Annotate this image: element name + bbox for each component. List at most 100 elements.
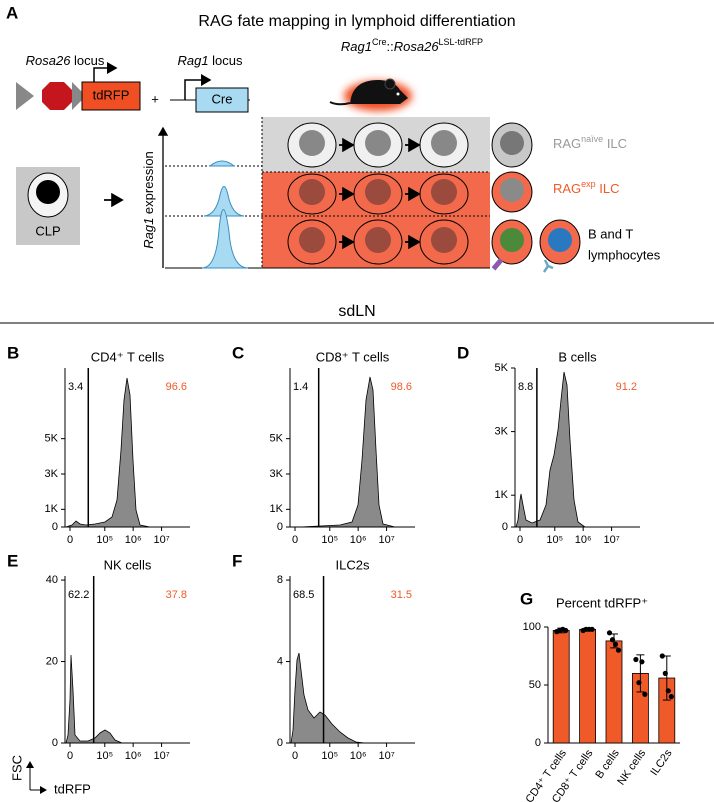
x-tick-label: 10⁷ bbox=[378, 534, 394, 546]
data-point bbox=[633, 656, 639, 663]
data-point bbox=[662, 670, 668, 677]
x-tick-label: 10⁶ bbox=[350, 750, 367, 762]
data-point bbox=[642, 691, 648, 697]
mouse-icon bbox=[329, 78, 412, 111]
y-tick-label: 50 bbox=[529, 679, 541, 691]
y-tick-label: 1K bbox=[45, 503, 59, 515]
y-tick-label: 5K bbox=[45, 433, 59, 445]
lymphocytes-label: B and T bbox=[588, 226, 633, 241]
y-tick-label: 0 bbox=[277, 521, 283, 533]
panel-title: RAG fate mapping in lymphoid differentia… bbox=[198, 13, 515, 30]
data-point bbox=[668, 694, 674, 700]
sup: naïve bbox=[581, 134, 603, 144]
lymphocytes-label: lymphocytes bbox=[588, 247, 661, 262]
panel-label: F bbox=[232, 551, 242, 570]
y-tick-label: 5K bbox=[495, 362, 509, 374]
y-tick-label: 1K bbox=[270, 503, 284, 515]
gene: Rag1 bbox=[177, 53, 208, 68]
data-point bbox=[636, 680, 642, 686]
x-tick-label: 10⁵ bbox=[546, 534, 563, 546]
right-percent: 91.2 bbox=[616, 381, 637, 393]
histogram-curves bbox=[65, 371, 587, 744]
y-tick-label: 3K bbox=[495, 426, 509, 438]
bar bbox=[605, 640, 623, 744]
data-point bbox=[609, 637, 616, 643]
plus: + bbox=[151, 91, 159, 106]
sup: Cre bbox=[372, 37, 387, 47]
text: expression bbox=[141, 151, 156, 217]
y-tick-label: 0 bbox=[535, 737, 541, 749]
x-tick-label: 0 bbox=[517, 534, 523, 546]
x-axis-label: tdRFP bbox=[54, 781, 91, 796]
rosa26-label: Rosa26 locus bbox=[26, 53, 105, 68]
gene: Rosa26 bbox=[394, 39, 440, 54]
rag1-label: Rag1 locus bbox=[177, 53, 243, 68]
lineage-grid bbox=[165, 117, 581, 273]
clp-label: CLP bbox=[35, 223, 60, 238]
clp-cell bbox=[16, 167, 124, 245]
x-tick-label: 10⁷ bbox=[378, 750, 394, 762]
y-tick-label: 20 bbox=[46, 655, 58, 667]
y-tick-label: 4 bbox=[277, 655, 283, 667]
text: locus bbox=[209, 53, 243, 68]
left-percent: 1.4 bbox=[293, 381, 308, 393]
panel-label: B bbox=[7, 343, 19, 362]
left-percent: 62.2 bbox=[68, 589, 89, 601]
text: ILC bbox=[603, 136, 627, 151]
x-tick-label: 10⁷ bbox=[603, 534, 619, 546]
panel-label: D bbox=[457, 343, 469, 362]
x-tick-label: 10⁵ bbox=[96, 750, 113, 762]
base: RAG bbox=[553, 181, 581, 196]
panel-label: G bbox=[520, 589, 533, 608]
text: locus bbox=[70, 53, 104, 68]
sup: LSL-tdRFP bbox=[439, 37, 484, 47]
rag-naive-label: RAGnaïve ILC bbox=[553, 134, 627, 151]
data-point bbox=[615, 647, 622, 653]
sep: :: bbox=[387, 39, 394, 54]
y-tick-label: 3K bbox=[270, 468, 284, 480]
y-tick-label: 8 bbox=[277, 574, 283, 586]
y-axis-label: FSC bbox=[9, 755, 24, 781]
data-point bbox=[639, 659, 645, 665]
x-tick-label: 10⁶ bbox=[125, 750, 142, 762]
x-tick-label: 10⁷ bbox=[153, 534, 169, 546]
x-tick-label: ILC2s bbox=[648, 747, 675, 778]
gene: Rag1 bbox=[341, 39, 372, 54]
left-percent: 8.8 bbox=[518, 381, 533, 393]
x-tick-label: 0 bbox=[67, 534, 73, 546]
left-percent: 68.5 bbox=[293, 589, 314, 601]
gene: Rosa26 bbox=[26, 53, 72, 68]
expression-label: Rag1 expression bbox=[141, 151, 156, 249]
panel-label: C bbox=[232, 343, 244, 362]
base: RAG bbox=[553, 136, 581, 151]
y-tick-label: 5K bbox=[270, 433, 284, 445]
expression-axis bbox=[157, 126, 249, 269]
panel-label: A bbox=[6, 3, 18, 22]
text: ILC bbox=[596, 181, 620, 196]
mouse-label: Rag1Cre::Rosa26LSL-tdRFP bbox=[341, 37, 483, 54]
sup: exp bbox=[581, 179, 596, 189]
y-tick-label: 0 bbox=[277, 737, 283, 749]
x-tick-label: 10⁵ bbox=[321, 534, 338, 546]
y-tick-label: 3K bbox=[45, 468, 59, 480]
histogram-title: CD8⁺ T cells bbox=[316, 349, 390, 364]
rag-exp-label: RAGexp ILC bbox=[553, 179, 620, 196]
data-point bbox=[659, 653, 665, 659]
right-percent: 96.6 bbox=[166, 381, 187, 393]
y-tick-label: 0 bbox=[502, 521, 508, 533]
y-tick-label: 0 bbox=[52, 737, 58, 749]
x-tick-label: NK cells bbox=[615, 747, 648, 787]
right-percent: 98.6 bbox=[391, 381, 412, 393]
y-tick-label: 100 bbox=[523, 621, 541, 633]
right-percent: 37.8 bbox=[166, 589, 187, 601]
bar bbox=[579, 628, 596, 744]
x-tick-label: 10⁵ bbox=[96, 534, 113, 546]
histogram-title: NK cells bbox=[104, 557, 152, 572]
y-tick-label: 0 bbox=[52, 521, 58, 533]
histogram-title: ILC2s bbox=[336, 557, 370, 572]
right-percent: 31.5 bbox=[391, 589, 412, 601]
y-tick-label: 40 bbox=[46, 574, 58, 586]
tdrfp-box-label: tdRFP bbox=[93, 87, 130, 102]
left-percent: 3.4 bbox=[68, 381, 83, 393]
